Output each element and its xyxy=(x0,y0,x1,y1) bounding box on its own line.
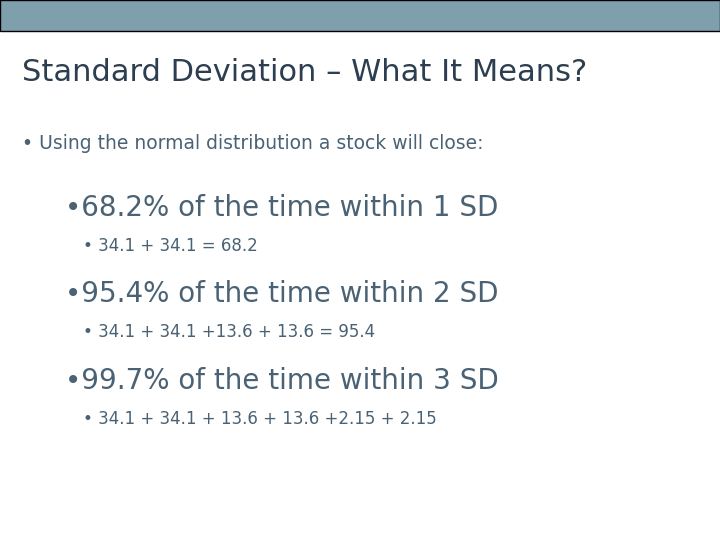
Text: •99.7% of the time within 3 SD: •99.7% of the time within 3 SD xyxy=(65,367,498,395)
Text: • 34.1 + 34.1 +13.6 + 13.6 = 95.4: • 34.1 + 34.1 +13.6 + 13.6 = 95.4 xyxy=(83,323,375,341)
Text: •95.4% of the time within 2 SD: •95.4% of the time within 2 SD xyxy=(65,280,498,308)
Text: • 34.1 + 34.1 = 68.2: • 34.1 + 34.1 = 68.2 xyxy=(83,237,258,255)
Text: • 34.1 + 34.1 + 13.6 + 13.6 +2.15 + 2.15: • 34.1 + 34.1 + 13.6 + 13.6 +2.15 + 2.15 xyxy=(83,409,436,428)
Text: • Using the normal distribution a stock will close:: • Using the normal distribution a stock … xyxy=(22,133,483,153)
Text: •68.2% of the time within 1 SD: •68.2% of the time within 1 SD xyxy=(65,194,498,222)
Text: Standard Deviation – What It Means?: Standard Deviation – What It Means? xyxy=(22,58,587,87)
